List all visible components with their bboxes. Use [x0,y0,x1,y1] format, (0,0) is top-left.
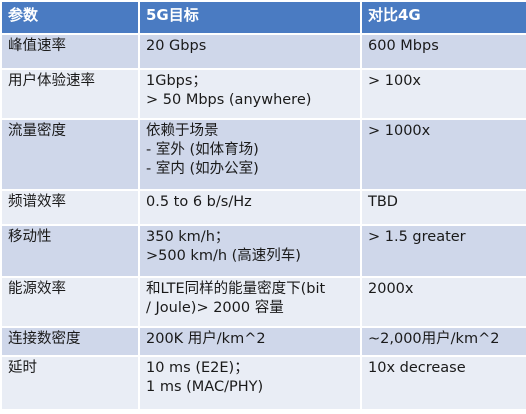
param-cell: 能源效率 [0,276,140,328]
compare-line: 600 Mbps [368,38,439,54]
compare-line: 10x decrease [368,360,466,376]
target-line: 1 ms (MAC/PHY) [146,379,264,395]
target-cell: 10 ms (E2E)； 1 ms (MAC/PHY) [138,355,362,411]
target-cell: 1Gbps； > 50 Mbps (anywhere) [138,68,362,120]
compare-cell: > 100x [360,68,526,120]
compare-cell: > 1.5 greater [360,224,526,278]
target-line: 依赖于场景 [146,123,219,139]
param-cell: 流量密度 [0,118,140,191]
compare-line: > 1.5 greater [368,229,466,245]
header-vs-4g: 对比4G [360,0,526,35]
target-cell: 0.5 to 6 b/s/Hz [138,189,362,226]
target-line: > 50 Mbps (anywhere) [146,92,312,108]
target-cell: 20 Gbps [138,33,362,70]
compare-cell: 600 Mbps [360,33,526,70]
header-row: 参数 5G目标 对比4G [0,0,526,35]
param-cell: 频谱效率 [0,189,140,226]
compare-cell: ~2,000用户/km^2 [360,326,526,357]
target-line: 0.5 to 6 b/s/Hz [146,194,252,210]
compare-line: TBD [368,194,398,210]
compare-cell: TBD [360,189,526,226]
compare-line: > 1000x [368,123,431,139]
param-cell: 用户体验速率 [0,68,140,120]
target-line: 350 km/h； [146,229,230,245]
param-cell: 延时 [0,355,140,411]
compare-cell: 2000x [360,276,526,328]
target-line: 1Gbps； [146,73,207,89]
header-param: 参数 [0,0,140,35]
table-row: 峰值速率 20 Gbps 600 Mbps [0,33,526,70]
target-line: / Joule)> 2000 容量 [146,300,284,316]
target-line: 和LTE同样的能量密度下(bit [146,281,326,297]
target-cell: 200K 用户/km^2 [138,326,362,357]
param-cell: 连接数密度 [0,326,140,357]
target-cell: 和LTE同样的能量密度下(bit / Joule)> 2000 容量 [138,276,362,328]
param-cell: 峰值速率 [0,33,140,70]
compare-line: ~2,000用户/km^2 [368,331,500,347]
compare-line: > 100x [368,73,422,89]
table-row: 移动性 350 km/h； >500 km/h (高速列车) > 1.5 gre… [0,224,526,278]
compare-cell: > 1000x [360,118,526,191]
compare-cell: 10x decrease [360,355,526,411]
table-row: 流量密度 依赖于场景 - 室外 (如体育场) - 室内 (如办公室) > 100… [0,118,526,191]
compare-line: 2000x [368,281,414,297]
table-row: 延时 10 ms (E2E)； 1 ms (MAC/PHY) 10x decre… [0,355,526,411]
target-line: - 室内 (如办公室) [146,161,259,177]
target-line: 20 Gbps [146,38,207,54]
target-line: 10 ms (E2E)； [146,360,249,376]
table-row: 能源效率 和LTE同样的能量密度下(bit / Joule)> 2000 容量 … [0,276,526,328]
table-row: 连接数密度 200K 用户/km^2 ~2,000用户/km^2 [0,326,526,357]
target-line: >500 km/h (高速列车) [146,248,301,264]
param-cell: 移动性 [0,224,140,278]
target-cell: 350 km/h； >500 km/h (高速列车) [138,224,362,278]
header-5g-target: 5G目标 [138,0,362,35]
table-row: 用户体验速率 1Gbps； > 50 Mbps (anywhere) > 100… [0,68,526,120]
table-row: 频谱效率 0.5 to 6 b/s/Hz TBD [0,189,526,226]
target-line: 200K 用户/km^2 [146,331,266,347]
target-line: - 室外 (如体育场) [146,142,259,158]
target-cell: 依赖于场景 - 室外 (如体育场) - 室内 (如办公室) [138,118,362,191]
